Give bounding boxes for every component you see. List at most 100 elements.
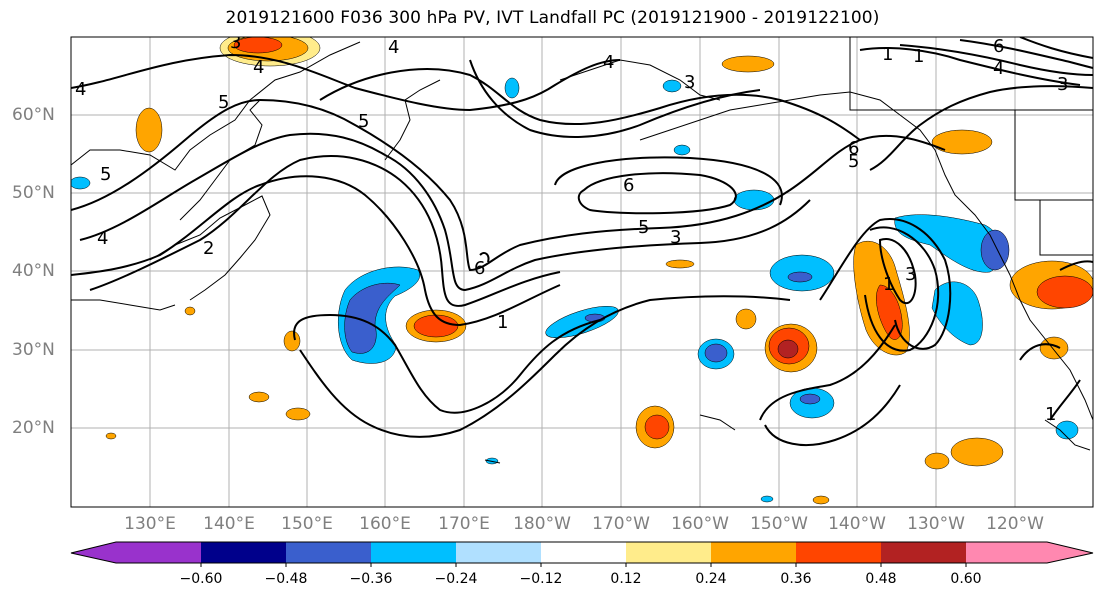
colorbar-cell xyxy=(966,542,1048,563)
lon-label: 150°E xyxy=(281,514,333,534)
colorbar-tick-label: 0.12 xyxy=(610,571,642,587)
contour-label: 3 xyxy=(684,72,695,93)
lat-label: 40°N xyxy=(12,261,55,281)
neg-blob xyxy=(931,281,983,346)
colorbar-cell xyxy=(371,542,457,563)
lon-label: 140°W xyxy=(828,514,886,534)
lon-label: 180°W xyxy=(513,514,571,534)
neg-blob xyxy=(704,343,728,363)
lat-label: 50°N xyxy=(12,183,55,203)
contour-label: 4 xyxy=(97,228,108,249)
contour-label: 3 xyxy=(1057,74,1068,95)
ivt-shading xyxy=(71,37,1093,505)
contour-label: 6 xyxy=(848,138,859,159)
colorbar-cell xyxy=(626,542,712,563)
contour-label: 1 xyxy=(913,46,924,67)
neg-blob xyxy=(787,271,813,283)
colorbar-cell xyxy=(881,542,967,563)
neg-blob xyxy=(1055,420,1079,440)
contour-label: 5 xyxy=(638,217,649,238)
contour-label: 3 xyxy=(905,264,916,285)
neg-blob xyxy=(662,79,682,93)
pos-blob xyxy=(1036,275,1093,309)
colorbar-extend-high xyxy=(1047,542,1093,563)
colorbar-cell xyxy=(286,542,372,563)
contour-label: 1 xyxy=(882,44,893,65)
map-title: 2019121600 F036 300 hPa PV, IVT Landfall… xyxy=(225,8,880,28)
pos-blob xyxy=(931,129,993,155)
lat-label: 20°N xyxy=(12,418,55,438)
colorbar-cell xyxy=(541,542,627,563)
lon-label: 130°E xyxy=(124,514,176,534)
lon-label: 130°W xyxy=(907,514,965,534)
pos-blob xyxy=(1039,336,1069,360)
neg-blob xyxy=(504,77,520,99)
colorbar-cell xyxy=(711,542,797,563)
neg-blob xyxy=(673,144,691,156)
contour-label: 3 xyxy=(230,32,241,53)
contour-label: 1 xyxy=(497,312,508,333)
pv-contours xyxy=(71,37,1093,446)
contour-label: 4 xyxy=(603,52,614,73)
pos-blob xyxy=(248,391,270,403)
pos-blob xyxy=(950,437,1004,467)
colorbar-tick-label: −0.60 xyxy=(179,571,223,587)
colorbar-cell xyxy=(116,542,202,563)
lat-label: 30°N xyxy=(12,340,55,360)
contour-label: 5 xyxy=(848,151,859,172)
neg-blob xyxy=(760,495,774,503)
graticule xyxy=(71,37,1093,507)
contour-label: 1 xyxy=(883,274,894,295)
contour-label: 2 xyxy=(203,238,214,259)
contour-label: 4 xyxy=(253,57,264,78)
map-frame xyxy=(70,36,1094,508)
contour-label: 1 xyxy=(1045,404,1056,425)
contour-label: 4 xyxy=(75,79,86,100)
colorbar-tick-label: −0.24 xyxy=(434,571,478,587)
pos-blob xyxy=(721,55,775,73)
lon-label: 150°W xyxy=(750,514,808,534)
neg-blob xyxy=(71,176,91,190)
contour-label: 6 xyxy=(474,258,485,279)
lon-label: 140°E xyxy=(203,514,255,534)
pos-blob xyxy=(924,452,950,470)
contour-label: 5 xyxy=(100,164,111,185)
colorbar-extend-low xyxy=(71,542,117,563)
contour-label: 5 xyxy=(358,111,369,132)
neg-blob xyxy=(733,189,775,211)
pos-blob xyxy=(105,432,117,440)
colorbar-tick-label: 0.36 xyxy=(780,571,812,587)
lon-label: 170°W xyxy=(592,514,650,534)
lon-label: 160°W xyxy=(671,514,729,534)
pos-blob xyxy=(135,107,163,153)
pos-blob xyxy=(233,37,283,54)
map-area: 4 5 5 4 2 4 5 6 5 3 6 1 1 6 5 4 3 3 4 3 … xyxy=(71,32,1093,507)
lon-label: 160°E xyxy=(359,514,411,534)
colorbar-tick-label: −0.12 xyxy=(519,571,563,587)
colorbar-tick-label: 0.48 xyxy=(865,571,897,587)
colorbar-tick-label: 0.60 xyxy=(950,571,982,587)
pos-blob xyxy=(777,339,799,359)
pos-blob xyxy=(184,306,196,316)
pos-blob xyxy=(285,407,311,421)
colorbar-tick-label: 0.24 xyxy=(695,571,727,587)
pos-blob xyxy=(812,495,830,505)
colorbar-cell xyxy=(201,542,287,563)
colorbar-cell xyxy=(456,542,542,563)
contour-labels: 4 5 5 4 2 4 5 6 5 3 6 1 1 6 5 4 3 3 4 3 … xyxy=(75,32,1068,425)
neg-blob xyxy=(799,393,821,405)
pos-blob xyxy=(283,330,301,352)
colorbar xyxy=(70,541,1094,567)
contour-label: 6 xyxy=(623,175,634,196)
contour-label: 5 xyxy=(218,92,229,113)
lon-label: 170°E xyxy=(438,514,490,534)
pos-blob xyxy=(413,314,459,338)
colorbar-cell xyxy=(796,542,882,563)
colorbar-tick-label: −0.36 xyxy=(349,571,393,587)
contour-label: 6 xyxy=(993,36,1004,57)
coastlines xyxy=(71,37,1093,464)
contour-label: 3 xyxy=(670,227,681,248)
pos-blob xyxy=(735,308,757,330)
contour-label: 4 xyxy=(388,37,399,58)
